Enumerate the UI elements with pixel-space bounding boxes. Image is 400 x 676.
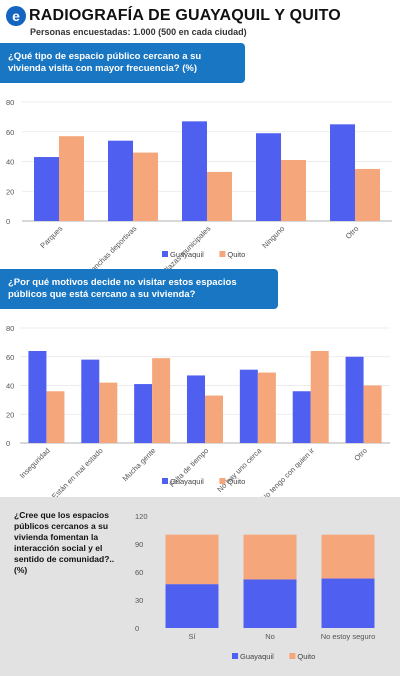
bar-quito-plazas-municipales [207, 171, 232, 221]
x-tick-label-no-tengo-con-quien-ir: No tengo con quien ir [259, 446, 316, 503]
page-subtitle: Personas encuestadas: 1.000 (500 en cada… [30, 27, 247, 37]
page-title: RADIOGRAFÍA DE GUAYAQUIL Y QUITO [29, 7, 341, 24]
y-tick-label: 0 [6, 439, 10, 448]
legend-label-guayaquil: Guayaquil [170, 477, 204, 486]
bar-guayaquil-mucha-gente [134, 384, 153, 443]
bar-quito-no-estoy-seguro [321, 534, 375, 579]
bar-quito-parques [59, 136, 84, 221]
legend-swatch-quito [219, 251, 226, 257]
legend-swatch-quito [219, 478, 226, 484]
y-tick-label: 90 [135, 540, 143, 549]
legend-swatch-guayaquil [162, 251, 168, 257]
bar-guayaquil-falta-de-tiempo [187, 375, 205, 443]
y-tick-label: 30 [135, 596, 143, 605]
x-tick-label-mucha-gente: Mucha gente [121, 446, 158, 483]
y-tick-label: 120 [135, 512, 148, 521]
x-tick-label-no-hay-uno-cerca: No hay uno cerca [215, 445, 264, 494]
x-tick-label-parques: Parques [38, 224, 64, 250]
bar-guayaquil-si [165, 584, 219, 628]
bar-quito-si [165, 534, 219, 585]
y-tick-label: 80 [6, 98, 14, 107]
question-3-title: ¿Cree que los espacios públicos cercanos… [14, 510, 115, 575]
y-tick-label: 60 [6, 353, 14, 362]
question-2-title: ¿Por qué motivos decide no visitar estos… [0, 269, 278, 309]
chart-social-interaction: 0 30 60 90 120 Sí No No estoy seguro Guayaquil Qu… [135, 512, 376, 661]
legend-label-guayaquil: Guayaquil [170, 250, 204, 259]
y-tick-label: 20 [6, 410, 14, 419]
bar-guayaquil-plazas-municipales [182, 121, 207, 221]
bar-quito-inseguridad [46, 391, 65, 443]
x-tick-label-otro: Otro [344, 224, 361, 241]
bar-quito-no [243, 534, 297, 580]
legend-label-guayaquil: Guayaquil [240, 652, 274, 661]
legend-swatch-quito [289, 653, 296, 659]
bar-guayaquil-no-estoy-seguro [321, 578, 375, 628]
bar-guayaquil-inseguridad [28, 351, 47, 443]
y-tick-label: 20 [6, 187, 14, 196]
x-tick-label-no: No [265, 632, 275, 641]
bar-quito-no-hay-uno-cerca [257, 372, 276, 443]
x-tick-label-si: Sí [188, 632, 196, 641]
bar-guayaquil-ninguno [256, 133, 281, 221]
y-tick-label: 40 [6, 382, 14, 391]
bar-guayaquil-otro [345, 356, 364, 443]
header: e RADIOGRAFÍA DE GUAYAQUIL Y QUITO Perso… [0, 0, 400, 40]
bar-quito-no-tengo-con-quien-ir [310, 351, 329, 443]
y-tick-label: 40 [6, 158, 14, 167]
bar-quito-canchas-deportivas [133, 152, 158, 221]
bar-quito-mucha-gente [152, 358, 171, 443]
bar-quito-otro [363, 385, 382, 443]
legend-label-quito: Quito [227, 477, 245, 486]
bar-quito-estan-en-mal-estado [99, 382, 118, 443]
legend-swatch-guayaquil [232, 653, 238, 659]
x-tick-label-ninguno: Ninguno [260, 224, 286, 250]
y-tick-label: 80 [6, 324, 14, 333]
y-tick-label: 0 [6, 217, 10, 226]
x-tick-label-no-estoy-seguro: No estoy seguro [321, 632, 376, 641]
bar-quito-falta-de-tiempo [205, 395, 223, 443]
question-1-title: ¿Qué tipo de espacio público cercano a s… [0, 43, 245, 83]
bar-guayaquil-no-tengo-con-quien-ir [292, 391, 311, 443]
bar-quito-otro [355, 168, 380, 221]
bar-guayaquil-no-hay-uno-cerca [239, 369, 258, 443]
bar-guayaquil-otro [330, 124, 355, 221]
bar-guayaquil-parques [34, 157, 59, 221]
x-tick-label-otro: Otro [352, 446, 369, 463]
bar-guayaquil-estan-en-mal-estado [81, 359, 100, 443]
legend-label-quito: Quito [227, 250, 245, 259]
y-tick-label: 60 [6, 128, 14, 137]
brand-logo-icon: e [6, 6, 26, 26]
x-tick-label-inseguridad: Inseguridad [18, 446, 52, 480]
bar-quito-ninguno [281, 160, 306, 221]
bar-guayaquil-canchas-deportivas [108, 140, 133, 221]
legend-label-quito: Quito [297, 652, 315, 661]
y-tick-label: 60 [135, 568, 143, 577]
y-tick-label: 0 [135, 624, 139, 633]
bar-guayaquil-no [243, 579, 297, 628]
x-tick-label-estan-en-mal-estado: Están en mal estado [50, 446, 105, 501]
legend-swatch-guayaquil [162, 478, 168, 484]
